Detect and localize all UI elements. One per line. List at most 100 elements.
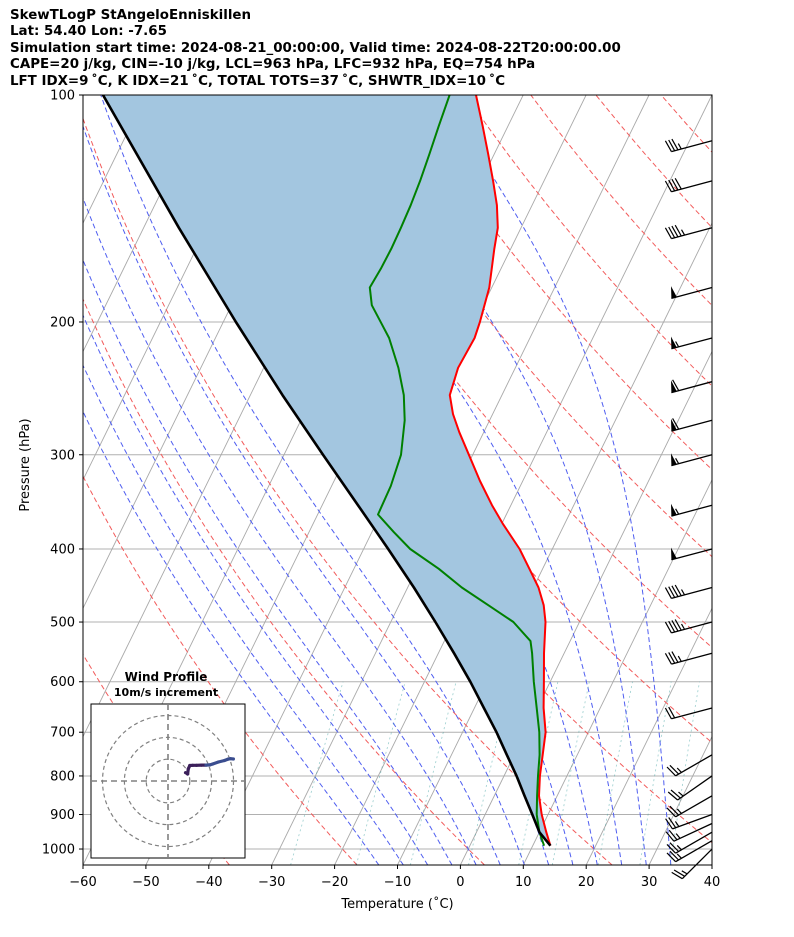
- x-axis-label: Temperature (˚C): [340, 896, 453, 912]
- y-tick-label: 900: [50, 808, 75, 823]
- moist-adiabat-line: [83, 314, 429, 865]
- x-axis: −60 −50 −40 −30 −20 −10 0 10 20 30 40 Temperature (…: [69, 865, 720, 912]
- wind-barb-shaft: [675, 754, 713, 777]
- wind-barb: [664, 706, 713, 720]
- wind-barb: [664, 138, 713, 153]
- hodograph-ring: [145, 758, 191, 804]
- mixing-ratio-line: [669, 681, 700, 865]
- wind-barb-full: [664, 140, 672, 152]
- wind-barb-full: [666, 852, 677, 863]
- hodograph-inset: Wind Profile 10m/s increment: [90, 670, 246, 859]
- moist-adiabat-line: [83, 410, 380, 865]
- isotherm-line: [711, 863, 712, 865]
- wind-barb-half: [674, 821, 680, 827]
- wind-barb-half: [677, 655, 682, 662]
- wind-barb-full: [668, 817, 677, 829]
- wind-barb: [671, 503, 713, 517]
- wind-barb-half: [675, 341, 680, 348]
- wind-barb-full: [671, 871, 683, 880]
- wind-barb-shaft: [671, 548, 713, 561]
- wind-barb: [671, 379, 713, 394]
- y-tick-label: 1000: [42, 843, 75, 858]
- x-tick-label: −40: [195, 875, 222, 890]
- y-tick-label: 800: [50, 769, 75, 784]
- hodograph-subtitle: 10m/s increment: [114, 686, 218, 699]
- wind-barb-half: [681, 870, 688, 875]
- wind-barb-full: [671, 178, 679, 191]
- x-tick-label: −60: [69, 875, 96, 890]
- moist-adiabat-line: [219, 95, 598, 865]
- x-tick-label: −20: [321, 875, 348, 890]
- x-tick-label: 30: [641, 875, 658, 890]
- wind-barb: [671, 848, 713, 880]
- wind-barb-full: [671, 138, 679, 151]
- mixing-ratio-line: [598, 681, 633, 865]
- wind-barb-half: [675, 833, 681, 839]
- wind-barb-half: [680, 623, 686, 630]
- wind-barb-full: [669, 850, 680, 861]
- moist-adiabat-line: [83, 196, 477, 865]
- wind-barb-flag: [671, 418, 677, 432]
- wind-barb-shaft: [677, 775, 713, 801]
- parcel-path-line: [101, 95, 552, 847]
- moist-adiabat-line: [83, 124, 501, 865]
- dewpoint-line: [368, 95, 546, 847]
- wind-barb-full: [668, 652, 676, 664]
- wind-barb-full: [674, 619, 682, 631]
- wind-barb-full: [664, 180, 672, 193]
- wind-barb-half: [677, 143, 682, 150]
- wind-barb-half: [676, 853, 682, 859]
- wind-barb-half: [676, 808, 682, 814]
- wind-barb-full: [669, 805, 680, 816]
- wind-barb-shaft: [675, 840, 713, 863]
- wind-barb-half: [676, 767, 682, 773]
- indices-line-2: LFT IDX=9 ˚C, K IDX=21 ˚C, TOTAL TOTS=37…: [10, 73, 506, 89]
- wind-barb-full: [669, 764, 680, 775]
- wind-barb-flag: [671, 286, 677, 299]
- y-tick-label: 600: [50, 675, 75, 690]
- wind-barb-shaft: [671, 621, 713, 634]
- y-tick-label: 700: [50, 726, 75, 741]
- wind-barb: [664, 619, 713, 634]
- wind-barb-full: [671, 225, 679, 238]
- wind-barb: [665, 813, 713, 830]
- time-line: Simulation start time: 2024-08-21_00:00:…: [10, 40, 621, 56]
- wind-barb-full: [672, 418, 680, 430]
- wind-barb: [664, 584, 713, 600]
- wind-barb-full: [664, 707, 672, 720]
- wind-barb-full: [668, 620, 676, 633]
- y-tick-label: 300: [50, 448, 75, 463]
- wind-barb: [666, 795, 713, 818]
- dry-adiabat-line: [400, 95, 712, 471]
- y-tick-label: 400: [50, 542, 75, 557]
- moist-adiabat-line: [277, 95, 623, 865]
- wind-barb-shaft: [675, 795, 713, 818]
- wind-barb-full: [665, 818, 673, 830]
- wind-barb-full: [664, 621, 672, 634]
- mixing-ratio-line: [468, 681, 512, 865]
- temperature-line: [448, 95, 552, 846]
- x-tick-label: 10: [515, 875, 532, 890]
- cape-cin-shading: [103, 95, 551, 846]
- x-tick-label: −30: [258, 875, 285, 890]
- wind-barb-flag: [671, 380, 677, 393]
- wind-barbs: [664, 138, 713, 880]
- sounding-lines: [101, 95, 552, 847]
- isotherm-line: [334, 95, 712, 865]
- isotherm-line: [585, 607, 712, 865]
- isotherm-line: [775, 95, 794, 865]
- wind-barb-full: [668, 706, 676, 719]
- wind-barb-full: [671, 651, 679, 663]
- wind-barb-full: [670, 789, 681, 799]
- mixing-ratio-line: [639, 681, 672, 865]
- wind-barb-full: [667, 791, 678, 801]
- wind-barb-full: [664, 587, 672, 599]
- dry-adiabat-line: [83, 297, 485, 865]
- moist-adiabat-line: [83, 258, 453, 865]
- wind-barb-flag: [671, 453, 677, 466]
- hodograph-content: [91, 704, 245, 858]
- y-tick-label: 500: [50, 616, 75, 631]
- wind-barb-full: [666, 843, 677, 854]
- wind-barb-full: [669, 842, 680, 852]
